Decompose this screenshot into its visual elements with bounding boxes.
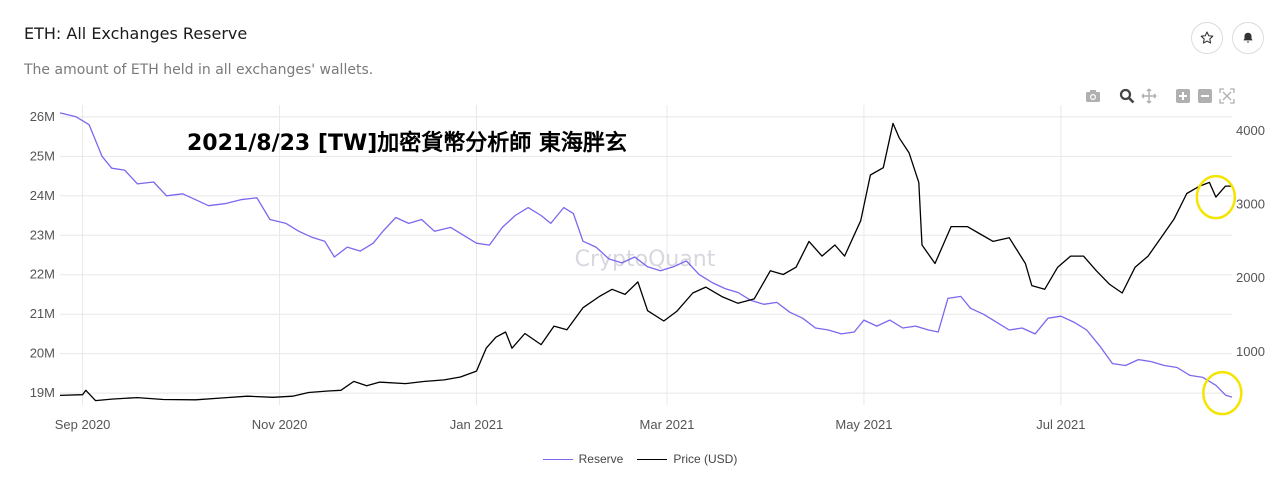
x-tick-label: Sep 2020 [55,417,111,432]
legend-item-price[interactable]: Price (USD) [637,452,737,466]
zoom-icon[interactable] [1116,87,1138,105]
x-tick-label: May 2021 [835,417,892,432]
y-left-tick-label: 26M [30,109,55,124]
series-layer [59,112,1233,402]
y-left-tick-label: 22M [30,267,55,282]
legend-label-reserve: Reserve [578,452,624,466]
y-left-tick-label: 20M [30,346,55,361]
zoom-in-icon[interactable] [1172,87,1194,105]
y-right-tick-label: 3000 [1236,197,1265,212]
watermark: CryptoQuant [575,247,716,272]
chart-legend: Reserve Price (USD) [0,452,1280,466]
page-title: ETH: All Exchanges Reserve [24,24,248,43]
y-right-tick-label: 4000 [1236,123,1265,138]
autoscale-icon[interactable] [1216,87,1238,105]
page-subtitle: The amount of ETH held in all exchanges'… [24,62,374,78]
highlight-circle [1202,370,1243,416]
y-left-tick-label: 24M [30,188,55,203]
alert-button[interactable] [1232,22,1264,54]
x-tick-label: Jul 2021 [1036,417,1085,432]
y-left-tick-label: 25M [30,148,55,163]
favorite-button[interactable] [1191,22,1223,54]
legend-swatch-reserve [542,458,573,460]
chart-area: CryptoQuant 19M 20M 21M 22M 23M 24M 25M 26M Sep … [30,105,1265,432]
x-tick-label: Jan 2021 [450,417,504,432]
x-tick-label: Nov 2020 [252,417,308,432]
highlight-layer [1195,174,1243,416]
y-left-tick-label: 21M [30,306,55,321]
axis-labels: 19M 20M 21M 22M 23M 24M 25M 26M Sep 2020 Nov 2020… [30,109,1265,432]
camera-icon[interactable] [1082,87,1104,105]
legend-swatch-price [637,458,668,460]
price-series-line [59,122,1232,402]
chart-modebar [1082,87,1238,105]
zoom-out-icon[interactable] [1194,87,1216,105]
pan-icon[interactable] [1138,87,1160,105]
y-left-tick-label: 19M [30,385,55,400]
reserve-series-line [59,112,1233,398]
y-left-tick-label: 23M [30,227,55,242]
highlight-circle [1195,174,1237,220]
bell-icon [1243,32,1253,43]
gridlines [60,105,1232,405]
y-right-tick-label: 2000 [1236,270,1265,285]
x-tick-label: Mar 2021 [640,417,695,432]
chart-annotation: 2021/8/23 [TW]加密貨幣分析師 東海胖玄 [187,130,627,156]
legend-label-price: Price (USD) [673,452,738,466]
legend-item-reserve[interactable]: Reserve [542,452,624,466]
y-right-tick-label: 1000 [1236,344,1265,359]
star-icon [1200,31,1214,44]
